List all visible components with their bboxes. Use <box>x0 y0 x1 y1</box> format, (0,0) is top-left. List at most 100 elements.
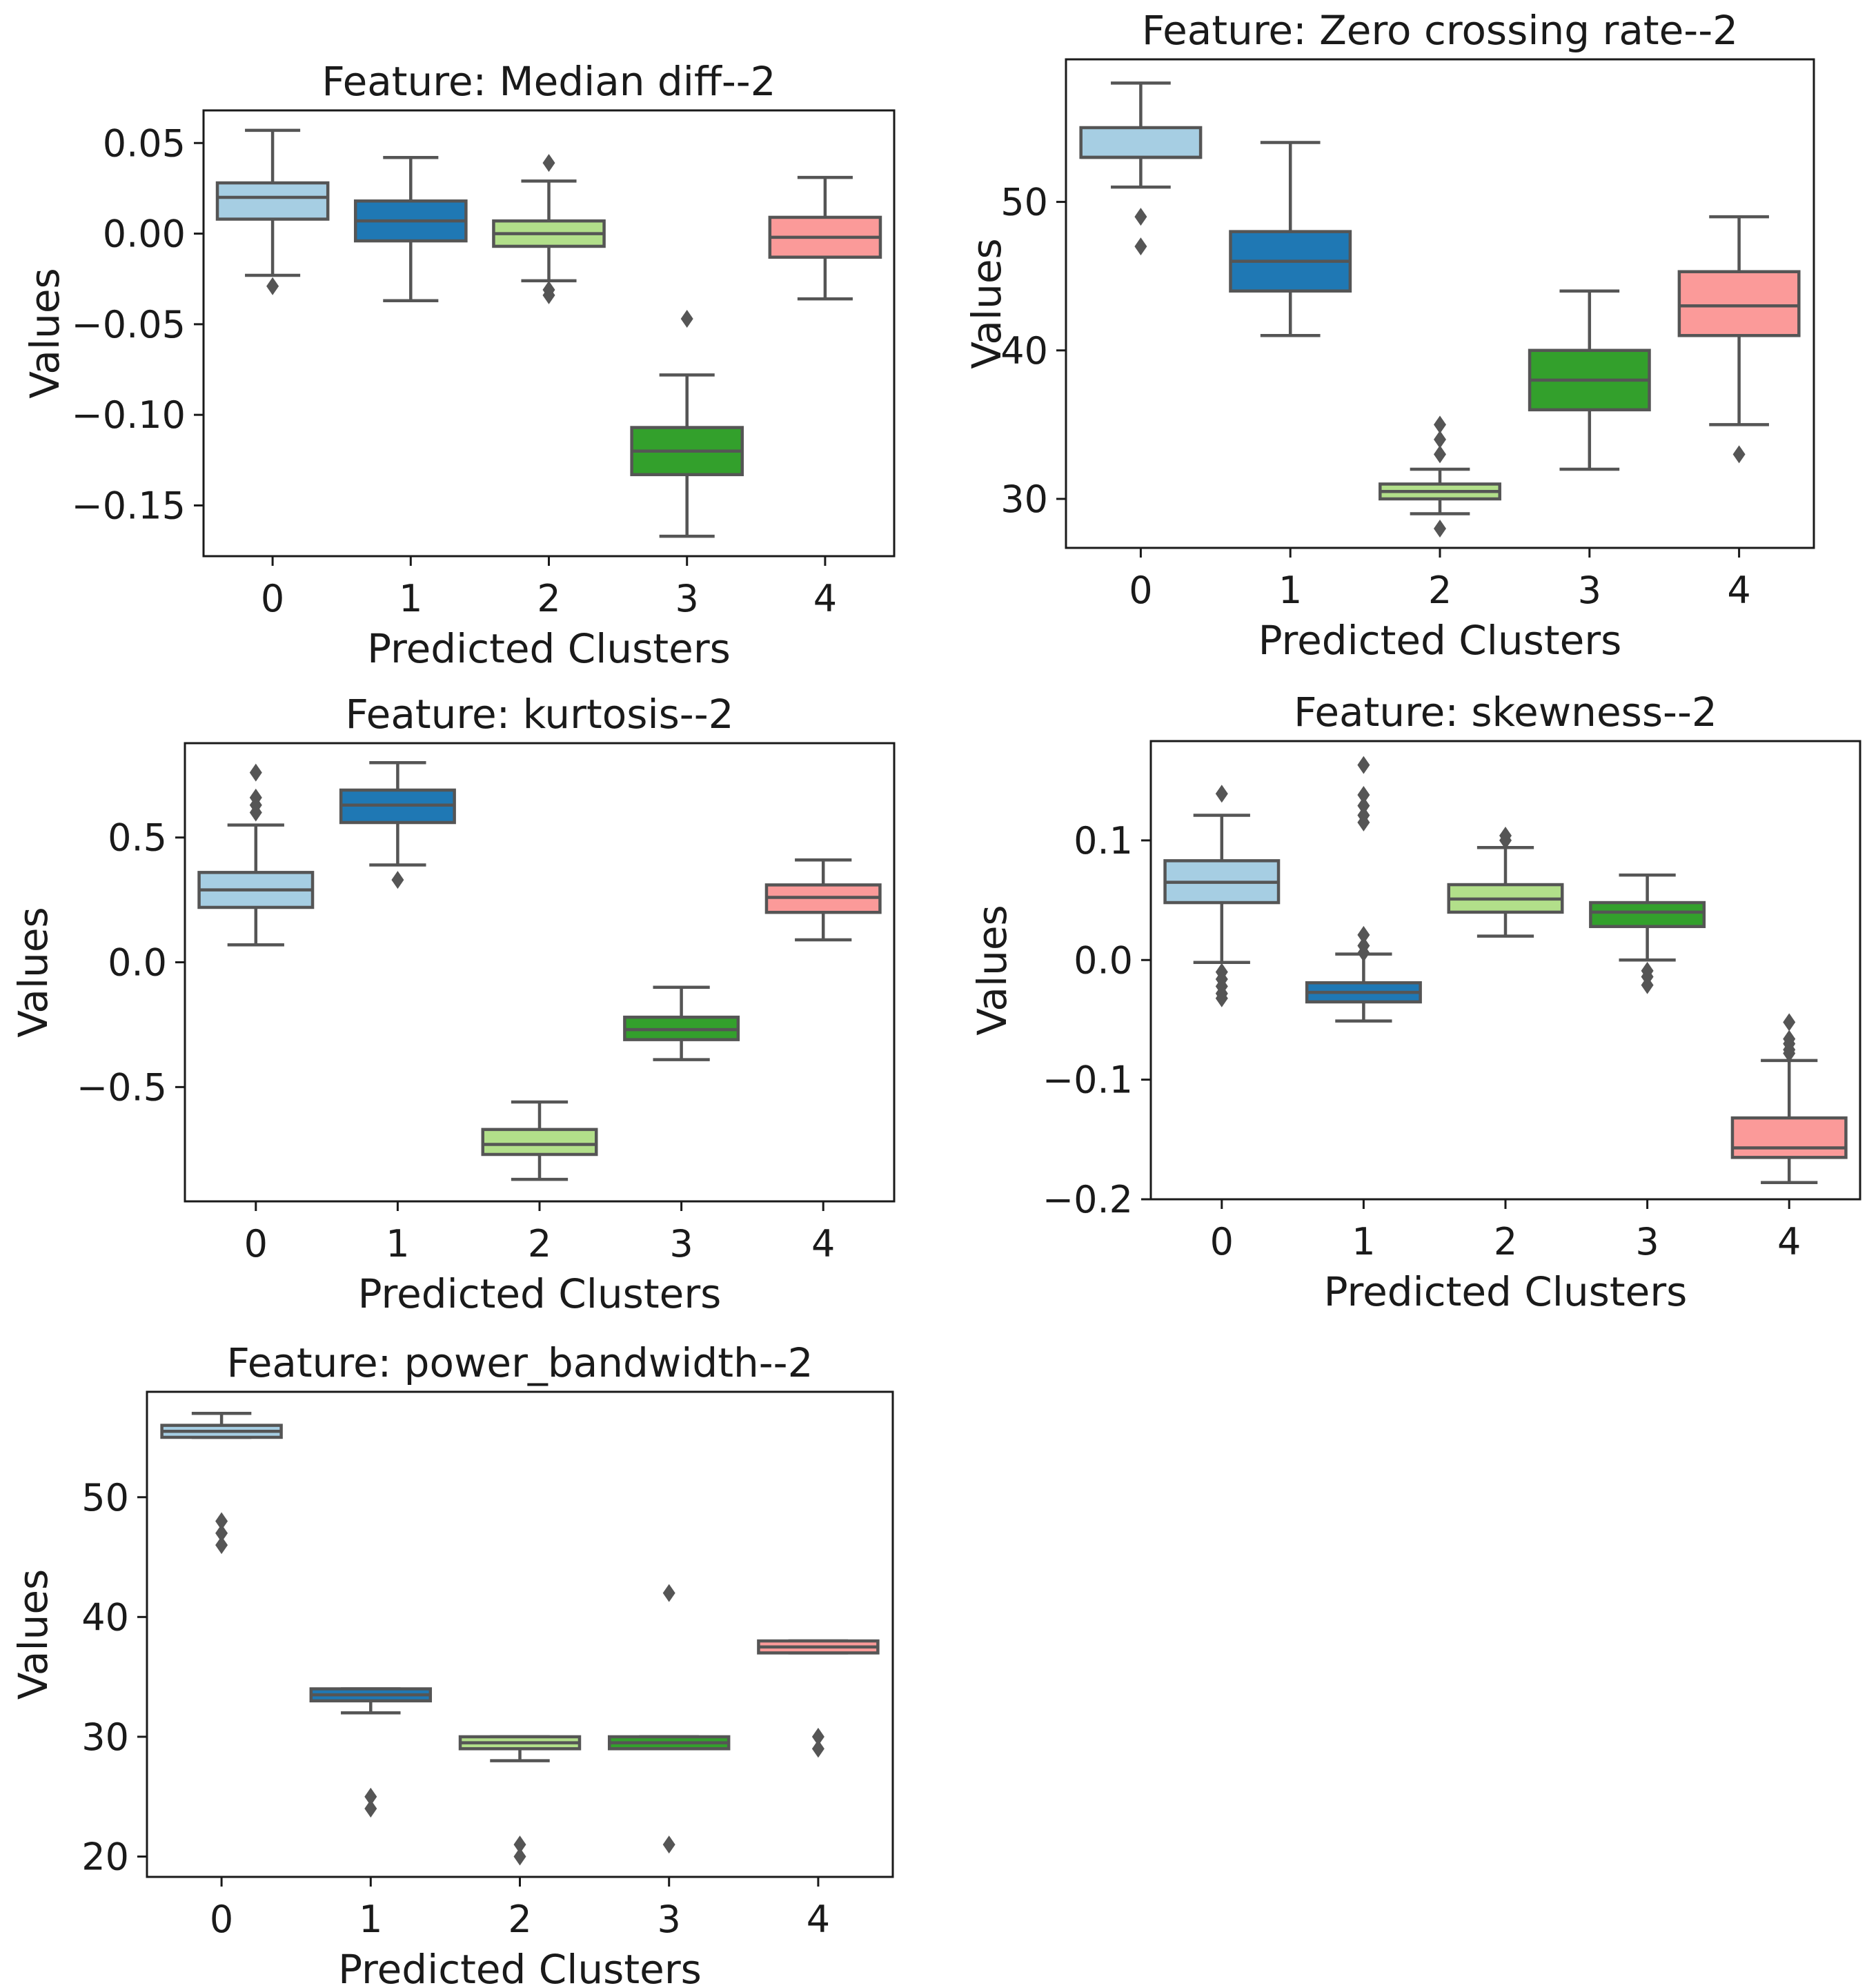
outlier-point <box>513 1836 526 1854</box>
box-cluster-0 <box>160 1411 283 1555</box>
x-axis-label: Predicted Clusters <box>358 1270 722 1317</box>
outlier-point <box>1357 925 1370 944</box>
x-tick-label: 4 <box>813 577 837 620</box>
y-tick-label: 0.00 <box>103 213 186 256</box>
box-cluster-2 <box>492 154 606 304</box>
x-axis-label: Predicted Clusters <box>338 1946 702 1988</box>
y-tick-label: 50 <box>81 1476 129 1519</box>
outlier-point <box>1134 237 1147 256</box>
outlier-point <box>680 309 693 328</box>
box-cluster-2 <box>1447 826 1564 938</box>
outlier-point <box>1783 1013 1796 1032</box>
outlier-point <box>364 1800 377 1818</box>
x-tick-label: 1 <box>359 1898 382 1941</box>
outlier-point <box>662 1584 675 1602</box>
y-tick-label: 30 <box>81 1715 129 1759</box>
x-tick-label: 2 <box>1494 1220 1517 1263</box>
chart-title: Feature: power_bandwidth--2 <box>227 1339 813 1386</box>
box-cluster-1 <box>339 760 456 889</box>
chart-panel-4: Feature: power_bandwidth--2 50 40 30 20 0 1 2 3 4… <box>10 1339 894 1988</box>
x-tick-label: 3 <box>1635 1220 1659 1263</box>
x-tick-label: 3 <box>675 577 699 620</box>
x-tick-label: 1 <box>1352 1220 1375 1263</box>
x-tick-label: 2 <box>528 1222 551 1266</box>
box-cluster-1 <box>353 156 468 302</box>
outlier-point <box>1357 813 1370 831</box>
y-tick-label: 0.0 <box>108 941 167 985</box>
iqr-box <box>1677 270 1801 337</box>
outlier-point <box>1215 785 1228 803</box>
x-tick-label: 1 <box>386 1222 409 1266</box>
x-tick-label: 3 <box>669 1222 693 1266</box>
chart-panel-2: Feature: kurtosis--2 0.5 0.0 −0.5 0 1 2 3 4 Predi… <box>10 691 896 1317</box>
outlier-point <box>1434 445 1446 464</box>
axes-frame <box>146 1390 894 1878</box>
y-axis-label: Values <box>963 238 1010 369</box>
outlier-point <box>249 788 262 807</box>
box-cluster-0 <box>1079 81 1203 256</box>
outlier-point <box>1641 976 1654 994</box>
x-tick-label: 0 <box>1210 1220 1234 1263</box>
box-cluster-4 <box>768 175 882 301</box>
outlier-point <box>266 277 279 295</box>
x-tick-label: 2 <box>537 577 560 620</box>
y-axis-label: Values <box>10 907 57 1038</box>
x-tick-label: 4 <box>1777 1220 1801 1263</box>
y-tick-label: 40 <box>1000 329 1048 373</box>
chart-title: Feature: Median diff--2 <box>322 58 776 105</box>
outlier-point <box>1357 786 1370 805</box>
iqr-box <box>215 181 330 221</box>
outlier-point <box>1215 989 1228 1007</box>
x-axis-label: Predicted Clusters <box>367 625 731 672</box>
chart-panel-3: Feature: skewness--2 0.1 0.0 −0.1 −0.2 0 1 2 3 4 P… <box>969 689 1861 1315</box>
outlier-point <box>811 1740 824 1758</box>
outlier-point <box>1434 415 1446 434</box>
chart-panel-1: Feature: Zero crossing rate--2 50 40 30 0 1 2 3… <box>963 7 1815 664</box>
y-tick-label: −0.10 <box>72 393 186 437</box>
y-tick-label: −0.05 <box>72 303 186 346</box>
y-axis-label: Values <box>10 1569 57 1700</box>
outlier-point <box>215 1524 228 1542</box>
box-cluster-1 <box>309 1687 433 1818</box>
x-axis-label: Predicted Clusters <box>1258 617 1622 664</box>
outlier-point <box>1499 831 1512 849</box>
outlier-point <box>542 286 555 304</box>
outlier-point <box>1783 1044 1796 1063</box>
y-tick-label: −0.5 <box>77 1065 167 1109</box>
box-cluster-4 <box>764 858 882 942</box>
x-tick-label: 0 <box>244 1222 268 1266</box>
chart-title: Feature: Zero crossing rate--2 <box>1142 7 1738 54</box>
iqr-box <box>1079 126 1203 159</box>
outlier-point <box>1434 430 1446 449</box>
y-axis-label: Values <box>21 268 68 399</box>
chart-title: Feature: kurtosis--2 <box>345 691 733 738</box>
x-tick-label: 0 <box>210 1898 233 1941</box>
y-tick-label: 0.1 <box>1074 819 1133 863</box>
y-axis-label: Values <box>969 905 1016 1036</box>
y-tick-label: 0.5 <box>108 816 167 860</box>
outlier-point <box>1134 208 1147 226</box>
box-cluster-2 <box>458 1735 582 1866</box>
x-tick-label: 2 <box>508 1898 531 1941</box>
x-axis-label: Predicted Clusters <box>1324 1268 1688 1315</box>
y-tick-label: 20 <box>81 1835 129 1878</box>
y-tick-label: 0.05 <box>103 121 186 165</box>
outlier-point <box>1732 445 1746 464</box>
outlier-point <box>1357 943 1370 962</box>
box-cluster-3 <box>1528 289 1651 471</box>
box-cluster-3 <box>630 309 744 538</box>
outlier-point <box>364 1787 377 1806</box>
y-tick-label: −0.15 <box>72 484 186 527</box>
box-cluster-0 <box>197 763 315 947</box>
y-tick-label: 30 <box>1000 478 1048 521</box>
chart-panel-0: Feature: Median diff--2 0.05 0.00 −0.05 −0.1… <box>21 58 896 672</box>
box-cluster-1 <box>1305 756 1422 1023</box>
axes-frame <box>202 109 896 558</box>
iqr-box <box>481 1128 598 1157</box>
outlier-point <box>1357 756 1370 774</box>
box-cluster-1 <box>1229 141 1352 337</box>
x-tick-label: 2 <box>1428 569 1452 612</box>
x-tick-label: 0 <box>1129 569 1152 612</box>
outlier-point <box>811 1727 824 1746</box>
